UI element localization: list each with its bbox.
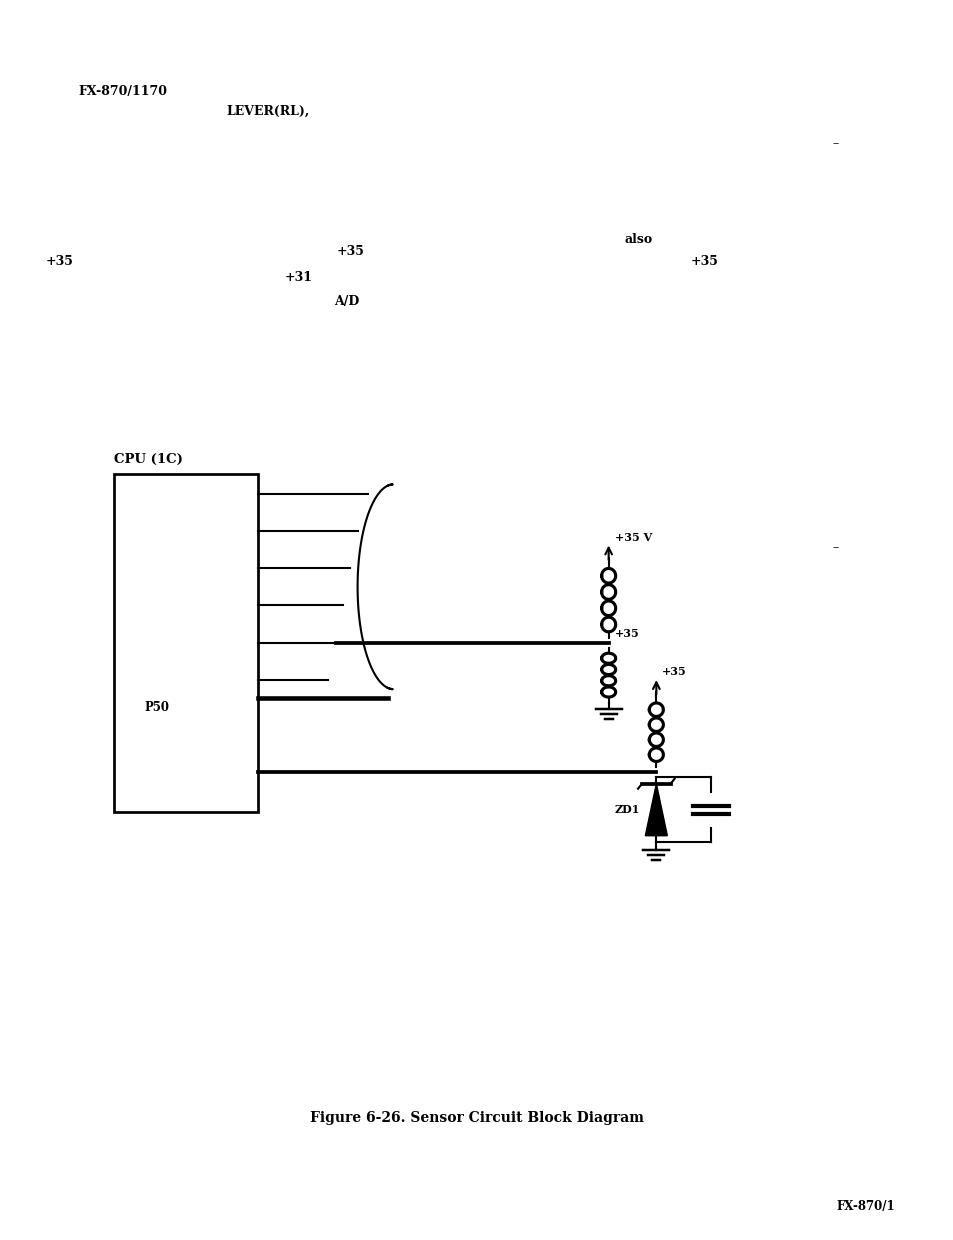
Text: CPU (1C): CPU (1C) [114,453,183,466]
Text: P50: P50 [144,702,170,714]
Text: LEVER(RL),: LEVER(RL), [226,105,309,118]
Bar [114,474,257,812]
Text: +35: +35 [661,666,686,677]
Text: –: – [832,138,839,150]
Text: FX-870/1170: FX-870/1170 [78,86,167,98]
Text: FX-870/1: FX-870/1 [836,1200,894,1213]
Polygon shape [644,784,667,836]
Text: +35 V: +35 V [614,532,651,543]
Text: +35: +35 [690,255,718,268]
Text: ZD1: ZD1 [614,804,639,815]
Text: A/D: A/D [334,295,358,308]
Text: +35: +35 [336,246,364,258]
Text: +31: +31 [284,272,312,284]
Text: +35: +35 [46,255,73,268]
Text: Figure 6-26. Sensor Circuit Block Diagram: Figure 6-26. Sensor Circuit Block Diagra… [310,1111,643,1125]
Text: also: also [624,233,652,246]
Text: +35: +35 [614,627,639,639]
Text: –: – [832,542,839,554]
